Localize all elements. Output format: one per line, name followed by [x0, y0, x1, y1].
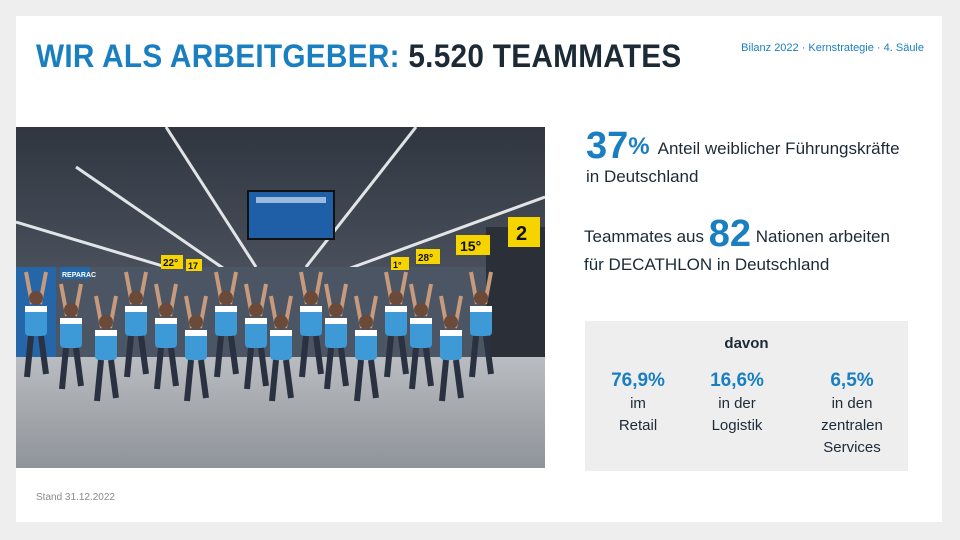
breakdown-value: 6,5%	[830, 370, 874, 391]
breakdown-text: in der	[718, 395, 756, 412]
teammate-figure	[124, 271, 149, 378]
teammate-figure	[384, 271, 409, 378]
stat-nations-prefix: Teammates aus	[584, 227, 704, 246]
stat-nations-suffix: Nationen arbeiten	[755, 227, 890, 246]
stat-women-text-2: in Deutschland	[586, 167, 699, 186]
breakdown-text: Logistik	[711, 417, 763, 434]
teammate-figure	[409, 283, 434, 390]
breakdown-item-logistik: 16,6% in der Logistik	[692, 369, 782, 437]
teammate-figure	[469, 271, 494, 378]
teammate-figure	[269, 295, 294, 402]
breakdown-text: im	[630, 395, 646, 412]
footer-date: Stand 31.12.2022	[36, 492, 115, 503]
stat-women-text: Anteil weiblicher Führungskräfte	[657, 139, 900, 158]
teammate-figure	[154, 283, 179, 390]
teammate-figure	[184, 295, 209, 402]
stat-nations-line2: für DECATHLON in Deutschland	[584, 255, 830, 274]
teammate-figure	[94, 295, 119, 402]
breakdown-value: 16,6%	[710, 370, 764, 391]
slide: WIR ALS ARBEITGEBER: 5.520 TEAMMATES Bil…	[16, 16, 942, 522]
breakdown-item-services: 6,5% in den zentralen Services	[807, 369, 897, 459]
breakdown-text: Retail	[618, 417, 658, 434]
stat-women-leaders: 37% Anteil weiblicher Führungskräfte in D…	[586, 127, 926, 191]
teammate-figure	[214, 271, 239, 378]
teammate-figure	[244, 283, 269, 390]
price-sign: 28°	[418, 253, 433, 264]
price-sign: 1°	[393, 260, 402, 270]
breakdown-label: davon	[724, 335, 769, 352]
breakdown-item-retail: 76,9% im Retail	[593, 369, 683, 437]
stat-nations-value: 82	[708, 213, 752, 255]
title-accent: WIR ALS ARBEITGEBER:	[36, 38, 400, 74]
teammate-figure	[59, 283, 84, 390]
breakdown-text: zentralen	[821, 417, 883, 434]
breakdown-box: davon 76,9% im Retail 16,6% in der Logis…	[585, 321, 908, 471]
stat-nations: Teammates aus 82 Nationen arbeiten für D…	[584, 215, 924, 279]
banner-text: REPARAC	[62, 272, 96, 279]
price-sign: 17	[188, 261, 198, 271]
price-sign: 15°	[460, 238, 481, 254]
stat-women-value: 37	[586, 125, 629, 167]
teammate-figure	[439, 295, 464, 402]
teammate-figure	[354, 295, 379, 402]
stat-women-unit: %	[628, 133, 650, 160]
breadcrumb: Bilanz 2022 · Kernstrategie · 4. Säule	[741, 42, 924, 54]
teammate-figure	[324, 283, 349, 390]
team-photo: 22° 17 1° 28° 15° 2 REPARAC	[16, 127, 545, 468]
breakdown-text: in den	[831, 395, 873, 412]
breakdown-text: Services	[823, 439, 881, 456]
price-sign: 2	[516, 223, 527, 245]
breakdown-value: 76,9%	[611, 370, 665, 391]
price-sign: 22°	[163, 258, 178, 269]
title-rest: 5.520 TEAMMATES	[408, 38, 682, 74]
teammate-figure	[299, 271, 324, 378]
teammate-figure	[24, 271, 49, 378]
page-title: WIR ALS ARBEITGEBER: 5.520 TEAMMATES	[36, 38, 682, 75]
